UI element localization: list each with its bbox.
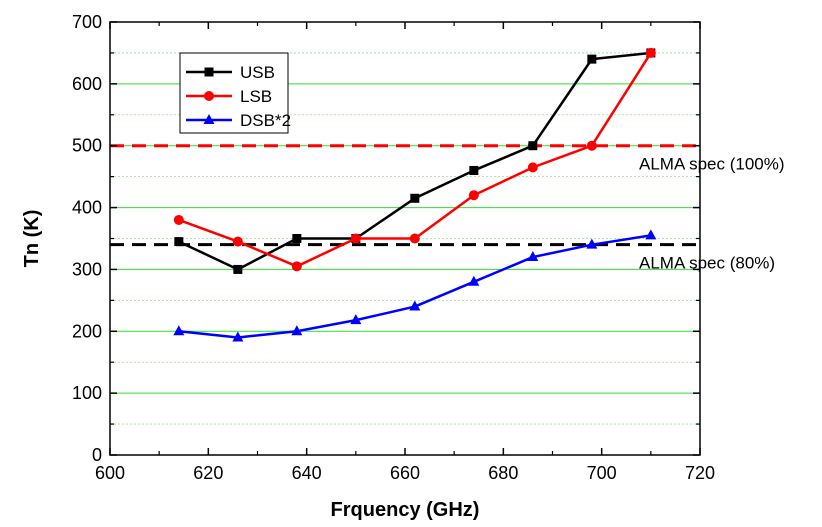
- data-point-circle: [350, 233, 361, 244]
- data-point-square: [204, 67, 214, 77]
- data-point-square: [174, 237, 184, 247]
- x-tick-label: 620: [193, 463, 223, 483]
- legend: USB LSB DSB*2: [179, 52, 291, 134]
- data-point-circle: [527, 162, 538, 173]
- data-point-circle: [645, 47, 656, 58]
- data-point-triangle: [173, 325, 185, 336]
- series-lsb: [173, 47, 656, 272]
- data-point-square: [233, 264, 243, 274]
- legend-label: LSB: [240, 87, 272, 106]
- x-tick-label: 600: [95, 463, 125, 483]
- reference-line-label: ALMA spec (100%): [639, 155, 785, 174]
- y-axis-title: Tn (K): [21, 210, 43, 268]
- y-tick-label: 600: [72, 74, 102, 94]
- data-point-triangle: [291, 325, 303, 336]
- x-tick-label: 640: [292, 463, 322, 483]
- data-point-square: [292, 234, 302, 243]
- y-tick-label: 700: [72, 12, 102, 32]
- data-point-triangle: [232, 331, 244, 342]
- data-point-triangle: [586, 238, 598, 249]
- x-axis-title: Frquency (GHz): [331, 499, 480, 521]
- series-dsb-2: [173, 229, 657, 342]
- x-tick-label: 660: [390, 463, 420, 483]
- data-point-circle: [586, 140, 597, 151]
- y-tick-label: 500: [72, 136, 102, 156]
- series-group: [173, 47, 657, 342]
- data-point-triangle: [645, 229, 657, 240]
- x-tick-label: 680: [488, 463, 518, 483]
- x-tick-label: 720: [685, 463, 715, 483]
- data-point-circle: [409, 233, 420, 244]
- y-tick-label: 0: [92, 445, 102, 465]
- data-point-triangle: [203, 114, 215, 124]
- y-tick-label: 400: [72, 198, 102, 218]
- data-point-circle: [468, 190, 479, 201]
- data-point-triangle: [468, 275, 480, 286]
- data-point-circle: [232, 236, 243, 247]
- data-point-triangle: [409, 300, 421, 311]
- data-point-circle: [291, 261, 302, 272]
- legend-label: DSB*2: [240, 111, 291, 130]
- reference-lines: [110, 144, 700, 247]
- data-point-triangle: [527, 251, 539, 262]
- data-point-square: [587, 54, 597, 64]
- axis-ticks: 600 620 640 660 680 700 720 0 100 200 300 400 500 600…: [72, 12, 715, 483]
- data-point-square: [528, 141, 538, 151]
- annotations: ALMA spec (100%) ALMA spec (80%): [639, 155, 785, 273]
- x-tick-label: 700: [587, 463, 617, 483]
- data-point-circle: [204, 91, 214, 101]
- series-line: [178, 234, 652, 339]
- data-point-square: [410, 193, 420, 203]
- legend-label: USB: [240, 63, 275, 82]
- data-point-square: [469, 165, 479, 175]
- data-point-triangle: [350, 314, 362, 325]
- data-point-circle: [173, 214, 184, 225]
- y-tick-label: 300: [72, 259, 102, 279]
- reference-line-label: ALMA spec (80%): [639, 254, 775, 273]
- y-tick-label: 200: [72, 321, 102, 341]
- y-tick-label: 100: [72, 383, 102, 403]
